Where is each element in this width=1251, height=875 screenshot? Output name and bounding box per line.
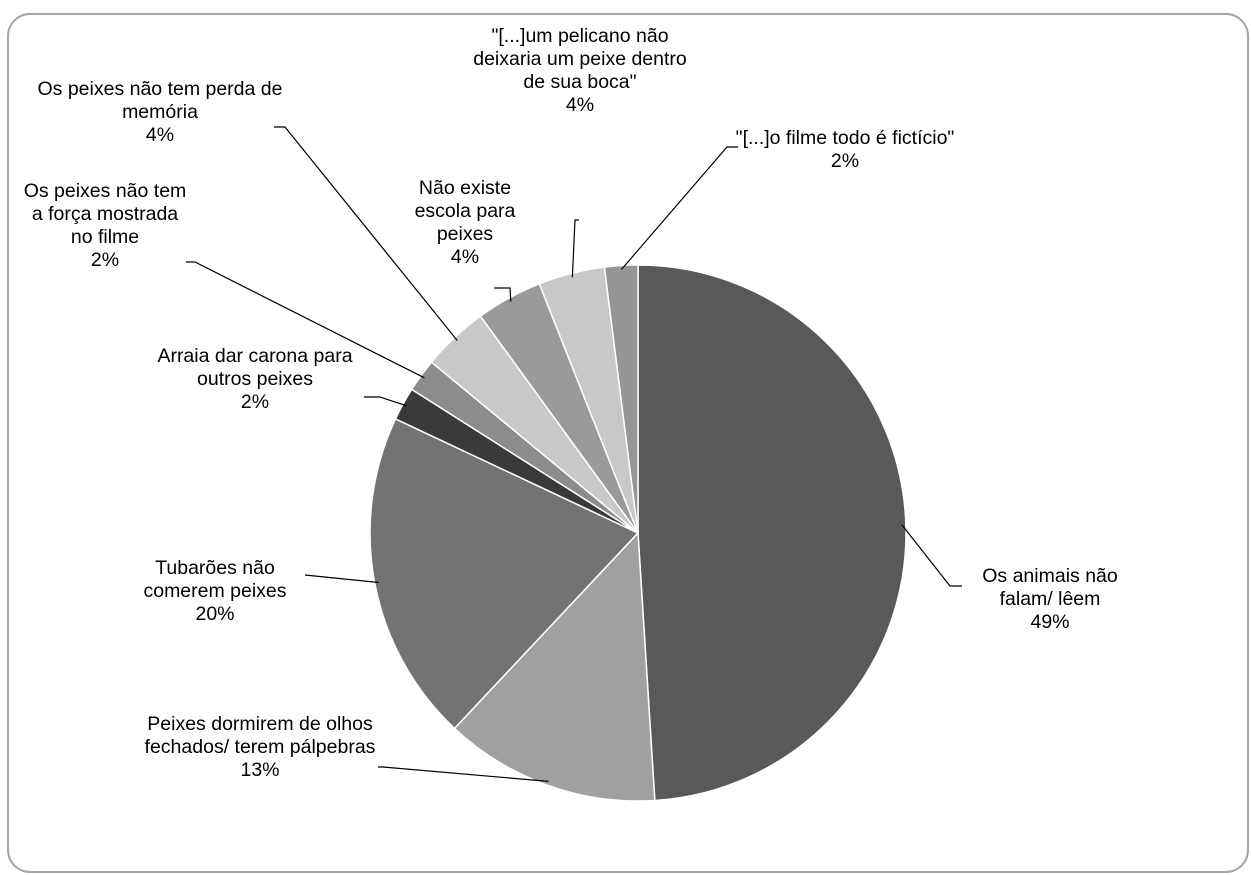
data-label: "[...]um pelicano não deixaria um peixe … <box>463 25 698 117</box>
category-label: "[...]o filme todo é fictício" <box>735 127 955 149</box>
data-label: Peixes dormirem de olhos fechados/ terem… <box>143 713 378 782</box>
pie-slice <box>603 264 639 534</box>
leader-line <box>571 219 579 278</box>
value-label: 4% <box>145 124 175 146</box>
value-label: 4% <box>565 94 595 116</box>
data-label: Os animais não falam/ lêem 49% <box>963 565 1138 634</box>
value-label: 13% <box>240 759 280 781</box>
category-label: Arraia dar carona para outros peixes <box>157 345 353 390</box>
value-label: 4% <box>450 246 480 268</box>
leader-line <box>364 396 407 407</box>
pie-slice <box>369 417 640 730</box>
category-label: Peixes dormirem de olhos fechados/ terem… <box>144 713 376 758</box>
category-label: Os peixes não tem a força mostrada no fi… <box>23 180 187 248</box>
data-label: Arraia dar carona para outros peixes 2% <box>138 345 373 414</box>
pie-slice <box>453 531 656 802</box>
data-label: Os peixes não tem a força mostrada no fi… <box>23 180 188 272</box>
value-label: 20% <box>195 603 235 625</box>
leader-line <box>304 574 379 584</box>
value-label: 2% <box>240 391 270 413</box>
data-label: Tubarões não comerem peixes 20% <box>115 557 315 626</box>
category-label: Os animais não falam/ lêem <box>982 565 1118 610</box>
pie-slice <box>637 264 907 802</box>
leader-line <box>494 287 512 302</box>
data-label: "[...]o filme todo é fictício" 2% <box>733 127 958 173</box>
data-label: Não existe escola para peixes 4% <box>398 177 533 269</box>
value-label: 2% <box>90 249 120 271</box>
category-label: "[...]um pelicano não deixaria um peixe … <box>473 25 687 93</box>
category-label: Tubarões não comerem peixes <box>143 557 287 602</box>
leader-line <box>274 126 458 341</box>
category-label: Não existe escola para peixes <box>414 177 516 245</box>
data-label: Os peixes não tem perda de memória 4% <box>38 78 283 147</box>
leader-line <box>620 146 738 270</box>
leader-line <box>378 766 549 782</box>
value-label: 49% <box>1030 611 1070 633</box>
leader-line <box>901 524 962 587</box>
value-label: 2% <box>830 150 860 172</box>
category-label: Os peixes não tem perda de memória <box>37 78 283 123</box>
leader-line <box>186 261 425 379</box>
